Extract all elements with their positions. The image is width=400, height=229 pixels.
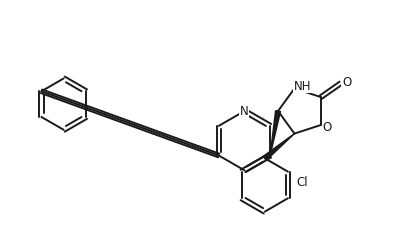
Text: O: O [342,76,351,88]
Polygon shape [270,111,280,156]
Polygon shape [263,134,294,161]
Text: O: O [322,121,332,134]
Text: NH: NH [294,80,311,93]
Text: Cl: Cl [296,175,308,188]
Text: N: N [240,104,249,117]
